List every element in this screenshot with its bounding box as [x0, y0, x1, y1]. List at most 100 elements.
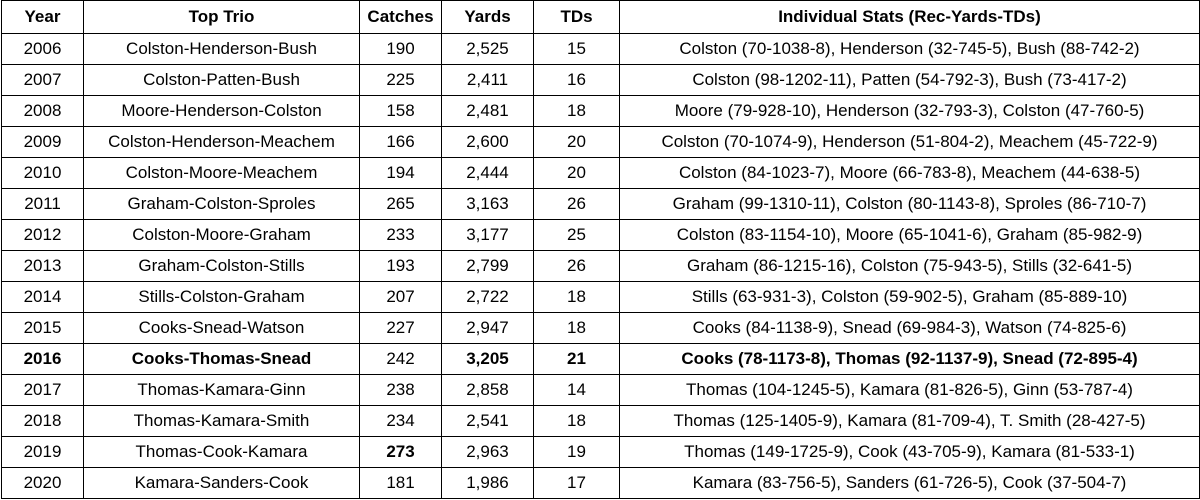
- table-cell: 2016: [1, 343, 84, 375]
- table-cell: 3,205: [441, 343, 534, 375]
- table-cell: Thomas-Kamara-Ginn: [83, 374, 360, 406]
- table-cell: 158: [359, 95, 442, 127]
- table-cell: 227: [359, 312, 442, 344]
- table-cell: 2,600: [441, 126, 534, 158]
- table-cell: 2,858: [441, 374, 534, 406]
- table-row: 2008 Moore-Henderson-Colston 158 2,481 18 Moo…: [1, 95, 1200, 127]
- table-cell: 2020: [1, 467, 84, 499]
- table-cell: 181: [359, 467, 442, 499]
- table-cell: Colston (83-1154-10), Moore (65-1041-6),…: [619, 219, 1200, 251]
- table-cell: 2011: [1, 188, 84, 220]
- table-row: 2007 Colston-Patten-Bush 225 2,411 16 Colston…: [1, 64, 1200, 96]
- table-cell: 17: [533, 467, 620, 499]
- table-row: 2013 Graham-Colston-Stills 193 2,799 26 Graha…: [1, 250, 1200, 282]
- table-cell: Stills-Colston-Graham: [83, 281, 360, 313]
- table-cell: 18: [533, 95, 620, 127]
- table-row: 2019 Thomas-Cook-Kamara 273 2,963 19 Thomas (…: [1, 436, 1200, 468]
- header-cell: TDs: [533, 0, 620, 34]
- table-cell: 2008: [1, 95, 84, 127]
- table-cell: 2,541: [441, 405, 534, 437]
- table-cell: 2017: [1, 374, 84, 406]
- table-cell: 1,986: [441, 467, 534, 499]
- table-row: 2009 Colston-Henderson-Meachem 166 2,600 20 C…: [1, 126, 1200, 158]
- table-cell: Colston-Moore-Meachem: [83, 157, 360, 189]
- table-cell: 238: [359, 374, 442, 406]
- table-cell: 18: [533, 312, 620, 344]
- table-cell: Stills (63-931-3), Colston (59-902-5), G…: [619, 281, 1200, 313]
- table-cell: 194: [359, 157, 442, 189]
- table-row: 2017 Thomas-Kamara-Ginn 238 2,858 14 Thomas (…: [1, 374, 1200, 406]
- table-cell: Graham-Colston-Stills: [83, 250, 360, 282]
- table-body: 2006 Colston-Henderson-Bush 190 2,525 15 Cols…: [1, 33, 1200, 499]
- header-cell: Catches: [359, 0, 442, 34]
- table-cell: 2,411: [441, 64, 534, 96]
- header-cell: Yards: [441, 0, 534, 34]
- table-cell: 21: [533, 343, 620, 375]
- table-row: 2015 Cooks-Snead-Watson 227 2,947 18 Cooks (8…: [1, 312, 1200, 344]
- table-cell: Graham (99-1310-11), Colston (80-1143-8)…: [619, 188, 1200, 220]
- table-cell: 2015: [1, 312, 84, 344]
- table-cell: 265: [359, 188, 442, 220]
- table-row: 2006 Colston-Henderson-Bush 190 2,525 15 Cols…: [1, 33, 1200, 65]
- table-cell: 20: [533, 126, 620, 158]
- table-cell: 3,177: [441, 219, 534, 251]
- table-cell: Moore-Henderson-Colston: [83, 95, 360, 127]
- table-cell: 2,947: [441, 312, 534, 344]
- table-cell: Colston-Henderson-Meachem: [83, 126, 360, 158]
- table-cell: 25: [533, 219, 620, 251]
- table-cell: Thomas-Cook-Kamara: [83, 436, 360, 468]
- table-cell: 193: [359, 250, 442, 282]
- table-cell: Thomas (125-1405-9), Kamara (81-709-4), …: [619, 405, 1200, 437]
- table-cell: 234: [359, 405, 442, 437]
- table-cell: 190: [359, 33, 442, 65]
- table-cell: Colston-Patten-Bush: [83, 64, 360, 96]
- table-cell: Colston (98-1202-11), Patten (54-792-3),…: [619, 64, 1200, 96]
- table-cell: 14: [533, 374, 620, 406]
- table-cell: Thomas (104-1245-5), Kamara (81-826-5), …: [619, 374, 1200, 406]
- table-cell: 16: [533, 64, 620, 96]
- header-row: Year Top Trio Catches Yards TDs Individual St…: [1, 0, 1200, 34]
- table-row: 2020 Kamara-Sanders-Cook 181 1,986 17 Kamara …: [1, 467, 1200, 499]
- table-row: 2014 Stills-Colston-Graham 207 2,722 18 Still…: [1, 281, 1200, 313]
- table-cell: 166: [359, 126, 442, 158]
- table-cell: 2018: [1, 405, 84, 437]
- table-cell: Kamara-Sanders-Cook: [83, 467, 360, 499]
- table-cell: 3,163: [441, 188, 534, 220]
- table-cell: 233: [359, 219, 442, 251]
- table-cell: 18: [533, 281, 620, 313]
- table-cell: 26: [533, 250, 620, 282]
- table-cell: Colston-Moore-Graham: [83, 219, 360, 251]
- table-cell: 20: [533, 157, 620, 189]
- table-cell: Thomas (149-1725-9), Cook (43-705-9), Ka…: [619, 436, 1200, 468]
- table-cell: 2019: [1, 436, 84, 468]
- table-cell: 26: [533, 188, 620, 220]
- table-row: 2012 Colston-Moore-Graham 233 3,177 25 Colsto…: [1, 219, 1200, 251]
- table-cell: 273: [359, 436, 442, 468]
- table-cell: Graham (86-1215-16), Colston (75-943-5),…: [619, 250, 1200, 282]
- table-cell: 2014: [1, 281, 84, 313]
- table-cell: Colston (70-1074-9), Henderson (51-804-2…: [619, 126, 1200, 158]
- table-cell: 207: [359, 281, 442, 313]
- table-cell: 2012: [1, 219, 84, 251]
- table-cell: 225: [359, 64, 442, 96]
- table-cell: Cooks-Snead-Watson: [83, 312, 360, 344]
- header-cell: Year: [1, 0, 84, 34]
- table-cell: Cooks (84-1138-9), Snead (69-984-3), Wat…: [619, 312, 1200, 344]
- table-cell: Cooks (78-1173-8), Thomas (92-1137-9), S…: [619, 343, 1200, 375]
- table-cell: 2,481: [441, 95, 534, 127]
- table-row: 2016 Cooks-Thomas-Snead 242 3,205 21 Cooks (7…: [1, 343, 1200, 375]
- table-cell: 2010: [1, 157, 84, 189]
- table-cell: 2009: [1, 126, 84, 158]
- table-row: 2011 Graham-Colston-Sproles 265 3,163 26 Grah…: [1, 188, 1200, 220]
- table-cell: Cooks-Thomas-Snead: [83, 343, 360, 375]
- table-cell: Colston-Henderson-Bush: [83, 33, 360, 65]
- table-cell: Colston (84-1023-7), Moore (66-783-8), M…: [619, 157, 1200, 189]
- header-cell: Top Trio: [83, 0, 360, 34]
- table-row: 2018 Thomas-Kamara-Smith 234 2,541 18 Thomas …: [1, 405, 1200, 437]
- table-cell: 242: [359, 343, 442, 375]
- table-cell: Kamara (83-756-5), Sanders (61-726-5), C…: [619, 467, 1200, 499]
- table-cell: Thomas-Kamara-Smith: [83, 405, 360, 437]
- table-cell: Graham-Colston-Sproles: [83, 188, 360, 220]
